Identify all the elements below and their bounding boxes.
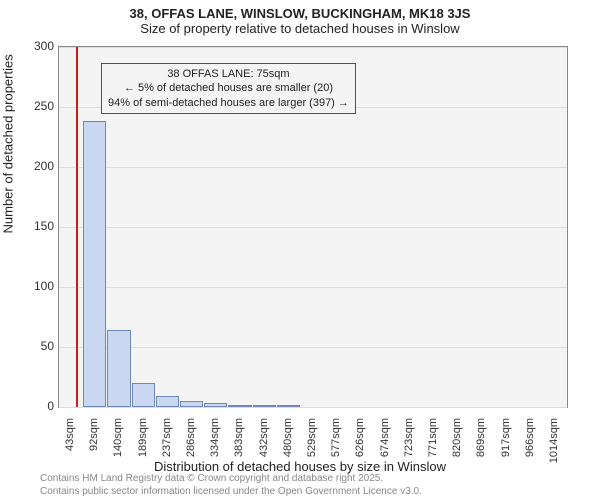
marker-annotation: 38 OFFAS LANE: 75sqm← 5% of detached hou… — [101, 63, 356, 114]
histogram-bar — [156, 396, 179, 407]
footer-line2: Contains public sector information licen… — [40, 486, 422, 499]
x-axis-label: Distribution of detached houses by size … — [0, 459, 600, 474]
y-tick-label: 100 — [14, 279, 54, 293]
histogram-bar — [253, 405, 276, 407]
gridline — [59, 347, 567, 348]
histogram-bar — [180, 401, 203, 407]
main-title: 38, OFFAS LANE, WINSLOW, BUCKINGHAM, MK1… — [0, 6, 600, 21]
histogram-bar — [83, 121, 106, 407]
annotation-line: 38 OFFAS LANE: 75sqm — [108, 67, 349, 81]
y-tick-label: 50 — [14, 339, 54, 353]
y-tick-label: 0 — [14, 399, 54, 413]
histogram-bar — [107, 330, 130, 407]
y-tick-label: 300 — [14, 39, 54, 53]
histogram-bar — [204, 403, 227, 407]
y-tick-label: 200 — [14, 159, 54, 173]
y-tick-label: 150 — [14, 219, 54, 233]
gridline — [59, 227, 567, 228]
histogram-bar — [277, 405, 300, 407]
histogram-chart: 38 OFFAS LANE: 75sqm← 5% of detached hou… — [58, 46, 568, 408]
histogram-bar — [228, 405, 251, 407]
subtitle: Size of property relative to detached ho… — [0, 21, 600, 36]
gridline — [59, 287, 567, 288]
histogram-bar — [132, 383, 155, 407]
marker-line — [76, 47, 78, 407]
y-tick-label: 250 — [14, 99, 54, 113]
annotation-line: ← 5% of detached houses are smaller (20) — [108, 81, 349, 95]
footer-line1: Contains HM Land Registry data © Crown c… — [40, 473, 422, 486]
gridline — [59, 47, 567, 48]
footer: Contains HM Land Registry data © Crown c… — [40, 473, 422, 498]
gridline — [59, 407, 567, 408]
y-axis-label: Number of detached properties — [1, 54, 16, 233]
gridline — [59, 167, 567, 168]
annotation-line: 94% of semi-detached houses are larger (… — [108, 96, 349, 110]
title-block: 38, OFFAS LANE, WINSLOW, BUCKINGHAM, MK1… — [0, 0, 600, 36]
